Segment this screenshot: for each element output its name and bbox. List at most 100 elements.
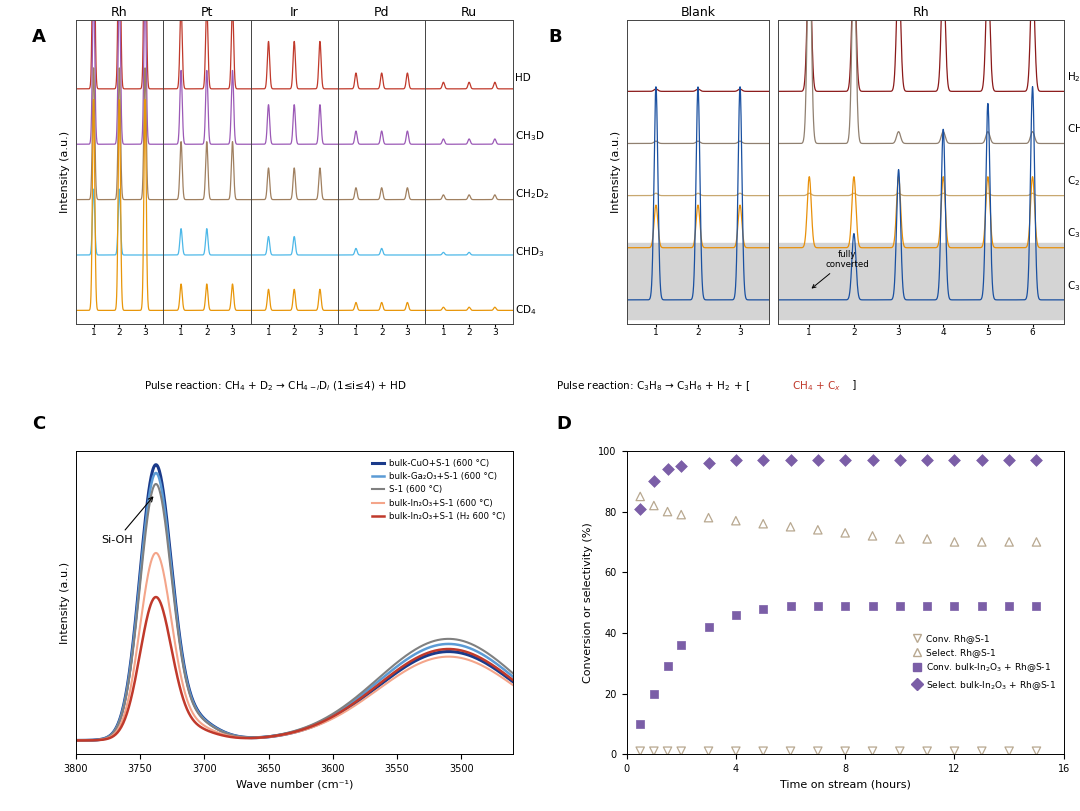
bulk-Ga₂O₃+S-1 (600 °C) [149,468,162,478]
bulk-Ga₂O₃+S-1 (600 °C) [400,655,413,665]
bulk-In₂O₃+S-1 (600 °C) [219,730,232,740]
S-1 (600 °C) [507,668,519,678]
bulk-Ga₂O₃+S-1 (600 °C) [111,719,124,729]
Title: Rh: Rh [913,6,929,19]
Line: bulk-Ga₂O₃+S-1 (600 °C): bulk-Ga₂O₃+S-1 (600 °C) [76,473,513,740]
S-1 (600 °C) [368,676,381,686]
bulk-In₂O₃+S-1 (600 °C) [383,676,396,686]
Point [891,532,908,545]
Text: CD$_4$: CD$_4$ [514,303,536,316]
Point [918,532,935,545]
Point [700,511,717,524]
Point [782,521,799,534]
bulk-In₂O₃+S-1 (600 °C) [507,680,519,690]
bulk-CuO+S-1 (600 °C) [149,460,162,470]
Title: Ru: Ru [461,6,477,19]
bulk-In₂O₃+S-1 (H₂ 600 °C) [111,727,124,736]
Point [864,599,881,612]
Point [1028,599,1045,612]
Point [837,453,854,466]
Title: Pd: Pd [374,6,390,19]
Point [1028,453,1045,466]
Point [632,718,649,731]
Legend: bulk-CuO+S-1 (600 °C), bulk-Ga₂O₃+S-1 (600 °C), S-1 (600 °C), bulk-In₂O₃+S-1 (60: bulk-CuO+S-1 (600 °C), bulk-Ga₂O₃+S-1 (6… [368,455,509,525]
bulk-In₂O₃+S-1 (H₂ 600 °C) [383,671,396,680]
bulk-In₂O₃+S-1 (600 °C) [69,736,82,745]
Point [673,744,690,757]
Text: CH$_2$D$_2$: CH$_2$D$_2$ [514,187,549,201]
Point [1000,453,1017,466]
Point [782,599,799,612]
Point [673,460,690,473]
bulk-Ga₂O₃+S-1 (600 °C) [69,736,82,745]
Text: CHD$_3$: CHD$_3$ [514,245,544,259]
Point [809,599,826,612]
Point [755,517,772,530]
bulk-Ga₂O₃+S-1 (600 °C) [219,728,232,738]
Point [1000,599,1017,612]
Title: Blank: Blank [680,6,715,19]
Point [837,526,854,539]
Point [727,744,744,757]
Text: Pulse reaction: CH$_4$ + D$_2$ → CH$_{4-i}$D$_i$ (1≤i≤4) + HD: Pulse reaction: CH$_4$ + D$_2$ → CH$_{4-… [144,380,407,393]
bulk-CuO+S-1 (600 °C) [111,719,124,728]
Point [632,490,649,503]
Point [946,744,963,757]
Title: Ir: Ir [289,6,298,19]
Legend: Conv. Rh@S-1, Select. Rh@S-1, Conv. bulk-In$_2$O$_3$ + Rh@S-1, Select. bulk-In$_: Conv. Rh@S-1, Select. Rh@S-1, Conv. bulk… [907,631,1059,695]
Point [1028,744,1045,757]
Point [632,744,649,757]
bulk-Ga₂O₃+S-1 (600 °C) [507,672,519,681]
S-1 (600 °C) [219,728,232,738]
Point [659,660,676,673]
Text: Pulse reaction: C$_3$H$_8$ → C$_3$H$_6$ + H$_2$ + [: Pulse reaction: C$_3$H$_8$ → C$_3$H$_6$ … [556,380,752,393]
S-1 (600 °C) [111,720,124,730]
Text: ]: ] [849,380,856,389]
Text: C: C [32,415,45,433]
Point [782,453,799,466]
Point [1000,535,1017,548]
Line: S-1 (600 °C): S-1 (600 °C) [76,484,513,740]
bulk-In₂O₃+S-1 (600 °C) [166,623,179,633]
X-axis label: Time on stream (hours): Time on stream (hours) [780,779,910,789]
Point [809,453,826,466]
bulk-CuO+S-1 (600 °C) [507,677,519,687]
Point [809,744,826,757]
Line: bulk-In₂O₃+S-1 (H₂ 600 °C): bulk-In₂O₃+S-1 (H₂ 600 °C) [76,597,513,740]
Y-axis label: Intensity (a.u.): Intensity (a.u.) [60,561,70,644]
Point [837,599,854,612]
Point [918,453,935,466]
Point [645,687,662,700]
bulk-Ga₂O₃+S-1 (600 °C) [368,680,381,689]
Bar [778,243,1064,319]
Text: CH$_3$D: CH$_3$D [514,129,544,143]
Point [727,608,744,621]
Text: A: A [32,28,46,46]
Point [659,505,676,518]
Point [918,744,935,757]
Point [659,744,676,757]
bulk-In₂O₃+S-1 (H₂ 600 °C) [69,736,82,745]
Line: bulk-In₂O₃+S-1 (600 °C): bulk-In₂O₃+S-1 (600 °C) [76,553,513,740]
Text: C$_2$H$_6$: C$_2$H$_6$ [1067,174,1080,188]
S-1 (600 °C) [400,651,413,661]
Title: Rh: Rh [111,6,127,19]
Text: D: D [556,415,571,433]
Point [700,744,717,757]
S-1 (600 °C) [383,663,396,673]
bulk-In₂O₃+S-1 (H₂ 600 °C) [507,675,519,684]
Text: C$_3$H$_8$: C$_3$H$_8$ [1067,279,1080,293]
Text: HD: HD [514,73,530,84]
Point [659,462,676,475]
Point [645,744,662,757]
Point [727,514,744,527]
Text: fully
converted: fully converted [812,250,869,288]
Text: Si-OH: Si-OH [100,497,152,545]
bulk-In₂O₃+S-1 (600 °C) [149,548,162,558]
bulk-In₂O₃+S-1 (H₂ 600 °C) [149,592,162,602]
Point [946,453,963,466]
S-1 (600 °C) [69,736,82,745]
bulk-In₂O₃+S-1 (H₂ 600 °C) [219,732,232,741]
Y-axis label: Intensity (a.u.): Intensity (a.u.) [611,131,621,213]
Y-axis label: Intensity (a.u.): Intensity (a.u.) [60,131,70,213]
